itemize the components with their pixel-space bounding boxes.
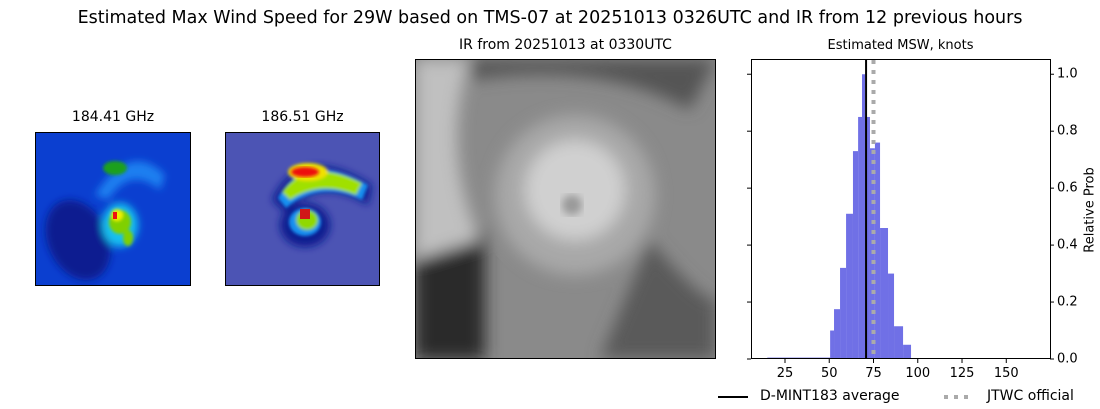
histogram-bar <box>880 228 889 359</box>
histogram-bar <box>903 344 912 359</box>
mw-186-image <box>225 132 380 286</box>
x-tick-label: 150 <box>993 366 1019 381</box>
mw2-title: 186.51 GHz <box>261 109 344 125</box>
mw1-title: 184.41 GHz <box>71 109 155 125</box>
y-tick-label: 0.8 <box>1057 123 1078 139</box>
mw-184-image <box>35 132 191 286</box>
legend-official-label: JTWC official <box>987 388 1074 404</box>
histogram-bar <box>840 267 847 359</box>
mw1-frame <box>35 132 191 286</box>
histogram-bar <box>858 116 862 359</box>
figure-title: Estimated Max Wind Speed for 29W based o… <box>77 8 1023 28</box>
ir-image <box>415 59 716 359</box>
histogram-bar <box>874 142 881 359</box>
x-tick-label: 100 <box>905 366 931 381</box>
y-tick-label: 1.0 <box>1057 66 1078 82</box>
x-tick-label: 125 <box>949 366 975 381</box>
ir-title: IR from 20251013 at 0330UTC <box>459 37 672 53</box>
histogram-bar <box>861 74 866 359</box>
ir-frame <box>415 59 716 359</box>
y-axis-label: Relative Prob <box>1082 167 1098 253</box>
x-tick-label: 25 <box>776 366 794 381</box>
histogram-bar <box>834 309 841 359</box>
histogram-frame <box>751 59 1051 359</box>
legend-mean-label: D-MINT183 average <box>760 388 900 404</box>
histogram-bar <box>894 326 904 359</box>
histogram-bar <box>846 213 853 359</box>
histogram <box>747 60 1054 363</box>
y-tick-label: 0.2 <box>1057 294 1078 310</box>
y-tick-label: 0.0 <box>1057 351 1078 367</box>
x-tick-label: 50 <box>820 366 838 381</box>
x-tick-label: 75 <box>865 366 882 381</box>
histogram-bar <box>830 330 835 359</box>
mw2-frame <box>225 132 380 286</box>
histogram-bar <box>888 273 895 359</box>
chart-title: Estimated MSW, knots <box>827 38 974 53</box>
y-tick-label: 0.4 <box>1057 237 1078 253</box>
y-tick-label: 0.6 <box>1057 180 1078 196</box>
histogram-bar <box>865 116 870 359</box>
histogram-bar <box>852 151 859 359</box>
